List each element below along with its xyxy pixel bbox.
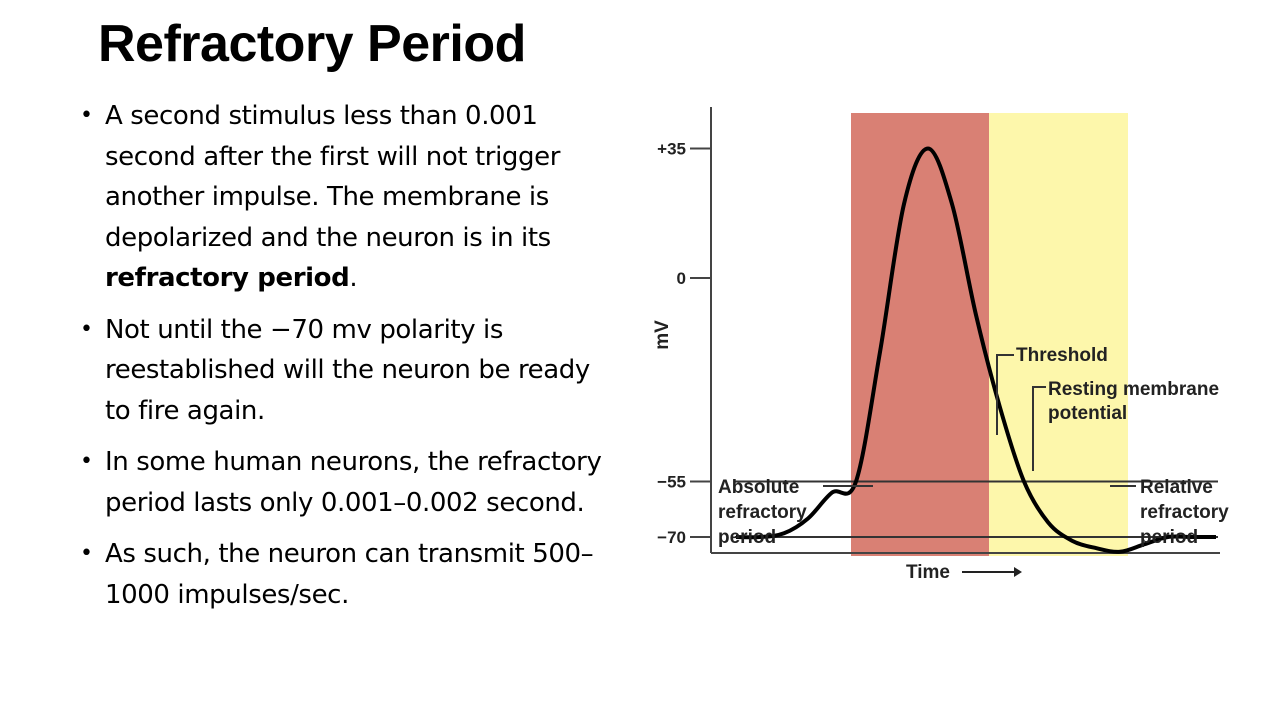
absolute-refractory-region — [851, 113, 989, 556]
y-ticks: +35 0 −55 −70 — [657, 140, 711, 547]
relative-label-line-1: Relative — [1140, 477, 1213, 498]
bullet-list: • A second stimulus less than 0.001 secon… — [78, 96, 623, 626]
y-tick-label: 0 — [677, 269, 686, 288]
resting-label-line-1: Resting membrane — [1048, 379, 1219, 400]
y-tick-label: −70 — [657, 528, 686, 547]
bullet-text: . — [349, 263, 358, 293]
action-potential-trace — [735, 146, 1216, 554]
action-potential-chart: +35 0 −55 −70 mV Time Threshold Resting mem… — [652, 107, 1229, 583]
x-axis-label: Time — [906, 562, 950, 583]
resting-label-line-2: potential — [1048, 403, 1127, 424]
threshold-label: Threshold — [1016, 345, 1108, 366]
threshold-pointer — [996, 354, 1014, 435]
bullet-text: In some human neurons, the refractory pe… — [105, 447, 602, 518]
relative-label-line-3: period — [1140, 527, 1198, 548]
y-tick-label: −55 — [657, 473, 686, 492]
relative-label-line-2: refractory — [1140, 502, 1229, 523]
time-arrow — [962, 567, 1022, 577]
bullet-text: Not until the −70 mv polarity is reestab… — [105, 314, 590, 426]
bullet-text: A second stimulus less than 0.001 second… — [105, 101, 561, 253]
bullet-dot-icon: • — [80, 541, 93, 566]
slide-title: Refractory Period — [98, 15, 526, 73]
resting-pointer — [1032, 386, 1046, 471]
bullet-dot-icon: • — [80, 449, 93, 474]
absolute-label-line-1: Absolute — [718, 477, 799, 498]
bullet-item: • Not until the −70 mv polarity is reesta… — [78, 310, 623, 432]
bullet-item: • In some human neurons, the refractory p… — [78, 442, 623, 523]
bullet-dot-icon: • — [80, 103, 93, 128]
y-axis-label: mV — [652, 320, 673, 350]
bullet-text: As such, the neuron can transmit 500–100… — [105, 539, 594, 610]
bullet-item: • As such, the neuron can transmit 500–10… — [78, 534, 623, 615]
relative-refractory-region — [989, 113, 1128, 556]
y-tick-label: +35 — [657, 140, 686, 159]
bold-text: refractory period — [105, 263, 350, 293]
bullet-dot-icon: • — [80, 316, 93, 342]
absolute-label-line-3: period — [718, 527, 776, 548]
absolute-label-line-2: refractory — [718, 502, 807, 523]
bullet-item: • A second stimulus less than 0.001 secon… — [78, 96, 623, 299]
